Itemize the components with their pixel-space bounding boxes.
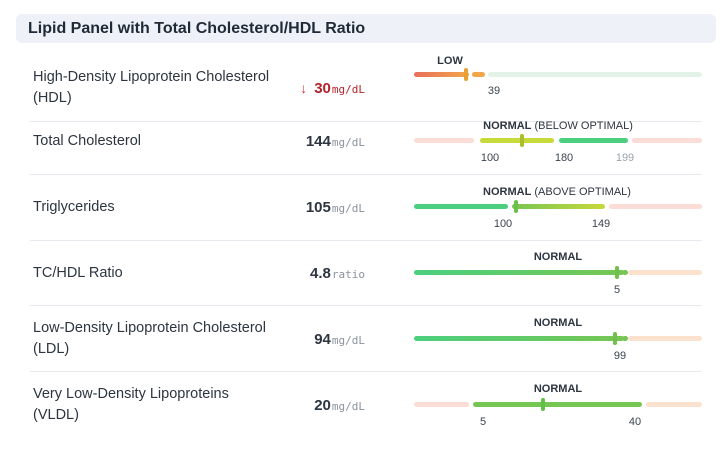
gauge-segment-below-optimal	[480, 138, 554, 143]
test-value: 144 mg/dL	[306, 108, 365, 174]
panel-title: Lipid Panel with Total Cholesterol/HDL R…	[16, 14, 716, 43]
gauge-tick: 149	[591, 218, 611, 230]
gauge-segment-high	[628, 336, 702, 341]
gauge-segment-normal	[473, 402, 642, 407]
value-unit: mg/dL	[331, 135, 365, 149]
value-unit: ratio	[331, 267, 365, 281]
gauge-segment-high	[609, 204, 702, 209]
value-unit: mg/dL	[331, 201, 365, 215]
gauge-marker	[613, 332, 617, 345]
test-value: 20 mg/dL	[314, 372, 365, 438]
gauge-tick: 5	[479, 416, 487, 428]
gauge-segment-optimal	[414, 204, 508, 209]
row-divider	[30, 240, 702, 241]
test-name: Very Low-Density Lipoproteins (VLDL)	[33, 386, 229, 423]
gauge-segment-high	[646, 402, 702, 407]
gauge-marker	[520, 134, 524, 147]
gauge-tick: 100	[493, 218, 513, 230]
range-gauge: NORMAL 99	[414, 306, 702, 372]
value-number: 144	[305, 132, 331, 150]
test-value: 4.8 ratio	[310, 240, 365, 306]
gauge-tick: 39	[487, 85, 501, 97]
gauge-segment-normal	[414, 336, 624, 341]
gauge-marker	[541, 398, 545, 411]
gauge-status: NORMAL	[533, 251, 583, 263]
gauge-segment-optimal	[559, 138, 628, 143]
gauge-status: NORMAL (ABOVE OPTIMAL)	[483, 186, 631, 198]
gauge-status: NORMAL	[533, 317, 583, 329]
gauge-segment-normal	[488, 72, 702, 77]
value-unit: mg/dL	[331, 399, 365, 413]
range-gauge: NORMAL (BELOW OPTIMAL) 100 180 199	[414, 108, 702, 174]
result-row-tc-hdl-ratio: TC/HDL Ratio 4.8 ratio NORMAL 5	[0, 240, 722, 306]
gauge-segment-high	[628, 270, 702, 275]
test-name: Triglycerides	[33, 198, 115, 215]
gauge-segment-above-optimal	[512, 204, 605, 209]
gauge-tick: 99	[613, 350, 627, 362]
gauge-tick: 199	[615, 152, 635, 164]
value-number: 20	[314, 396, 331, 414]
gauge-segment-low-edge	[472, 72, 485, 77]
gauge-status: NORMAL	[533, 383, 583, 395]
gauge-segment-low	[414, 138, 474, 143]
result-row-total-cholesterol: Total Cholesterol 144 mg/dL NORMAL (BELOW…	[0, 108, 722, 174]
row-divider	[30, 174, 702, 175]
test-name: TC/HDL Ratio	[33, 264, 123, 281]
value-unit: mg/dL	[331, 82, 365, 96]
range-gauge: NORMAL (ABOVE OPTIMAL) 100 149	[414, 174, 702, 240]
gauge-marker	[464, 68, 468, 81]
test-value: 105 mg/dL	[306, 174, 365, 240]
result-row-hdl: High-Density Lipoprotein Cholesterol (HD…	[0, 55, 722, 121]
test-name: Total Cholesterol	[33, 132, 141, 149]
gauge-segment-low	[414, 72, 469, 77]
gauge-tick: 40	[628, 416, 642, 428]
value-number: 4.8	[310, 264, 331, 282]
range-gauge: LOW 39	[414, 55, 702, 121]
arrow-down-icon: ↓	[300, 80, 308, 96]
value-number: 30	[314, 79, 331, 97]
value-number: 105	[305, 198, 331, 216]
range-gauge: NORMAL 5	[414, 240, 702, 306]
test-name: High-Density Lipoprotein Cholesterol (HD…	[33, 69, 270, 106]
value-unit: mg/dL	[331, 333, 365, 347]
gauge-segment-high	[632, 138, 702, 143]
gauge-tick: 100	[480, 152, 500, 164]
gauge-status: NORMAL (BELOW OPTIMAL)	[483, 120, 633, 132]
test-value: 94 mg/dL	[314, 306, 365, 372]
gauge-tick: 5	[613, 284, 621, 296]
gauge-segment-normal-edge	[622, 336, 628, 341]
row-divider	[30, 121, 702, 122]
gauge-segment-low	[414, 402, 469, 407]
gauge-marker	[615, 266, 619, 279]
gauge-segment-normal-edge	[622, 270, 628, 275]
test-value: ↓ 30 mg/dL	[300, 55, 365, 121]
gauge-marker	[514, 200, 518, 213]
test-name: Low-Density Lipoprotein Cholesterol (LDL…	[33, 320, 266, 357]
result-row-vldl: Very Low-Density Lipoproteins (VLDL) 20 m…	[0, 372, 722, 438]
gauge-segment-normal	[414, 270, 624, 275]
gauge-tick: 180	[554, 152, 574, 164]
result-row-ldl: Low-Density Lipoprotein Cholesterol (LDL…	[0, 306, 722, 372]
row-divider	[30, 371, 702, 372]
value-number: 94	[314, 330, 331, 348]
result-row-triglycerides: Triglycerides 105 mg/dL NORMAL (ABOVE OPT…	[0, 174, 722, 240]
gauge-status: LOW	[437, 55, 463, 67]
range-gauge: NORMAL 5 40	[414, 372, 702, 438]
row-divider	[30, 305, 702, 306]
